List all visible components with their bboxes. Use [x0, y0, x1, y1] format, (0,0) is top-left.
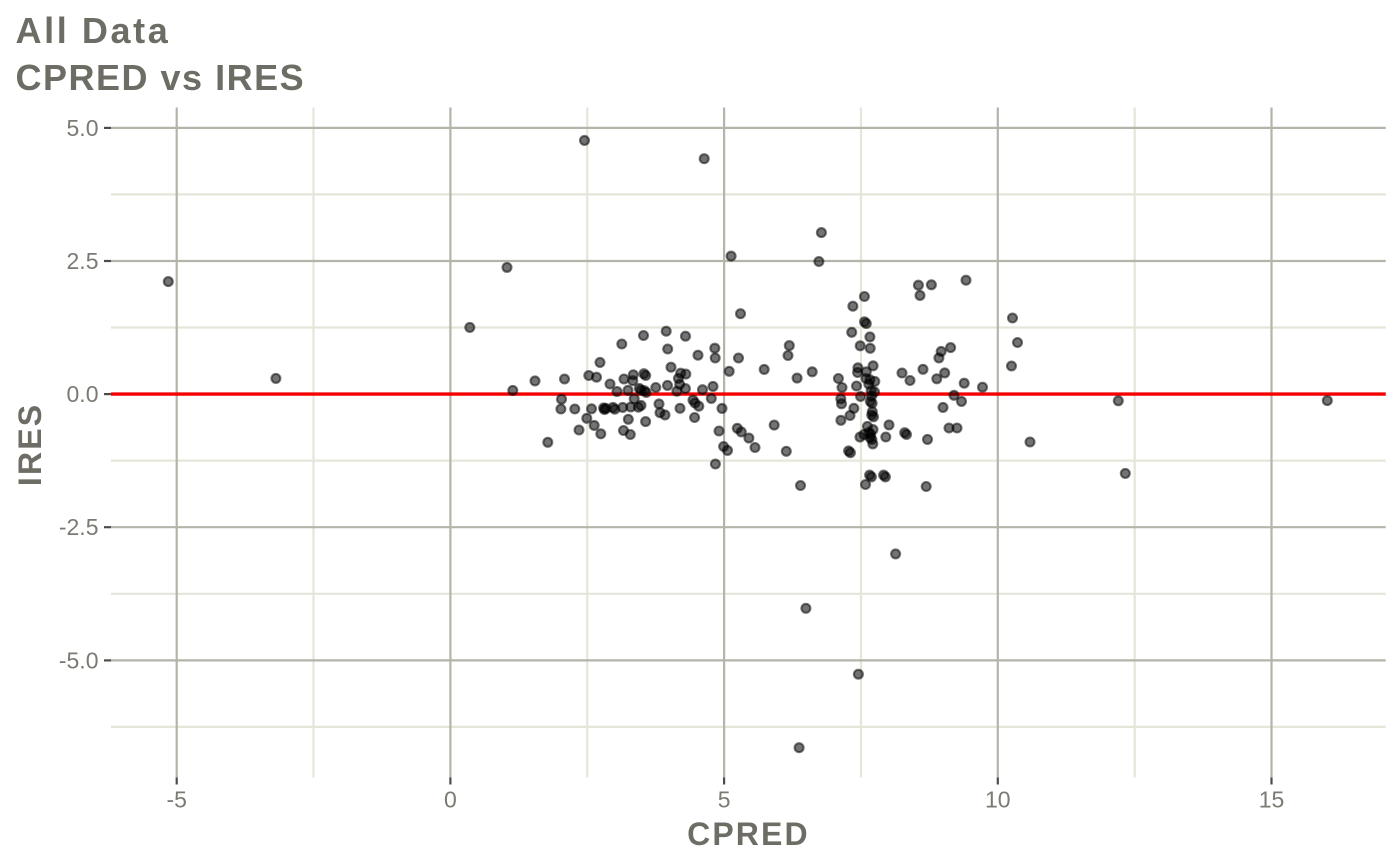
svg-text:5: 5: [718, 787, 731, 813]
svg-text:CPRED vs IRES: CPRED vs IRES: [16, 57, 306, 98]
svg-text:0: 0: [444, 787, 457, 813]
svg-text:-5: -5: [166, 787, 186, 813]
svg-text:10: 10: [985, 787, 1011, 813]
svg-text:All Data: All Data: [16, 10, 171, 51]
svg-text:2.5: 2.5: [67, 248, 99, 274]
svg-text:0.0: 0.0: [67, 381, 99, 407]
svg-text:5.0: 5.0: [67, 115, 99, 141]
svg-text:-5.0: -5.0: [59, 647, 99, 673]
svg-text:CPRED: CPRED: [687, 816, 810, 852]
svg-text:IRES: IRES: [12, 403, 48, 487]
svg-text:15: 15: [1259, 787, 1285, 813]
svg-text:-2.5: -2.5: [59, 514, 99, 540]
